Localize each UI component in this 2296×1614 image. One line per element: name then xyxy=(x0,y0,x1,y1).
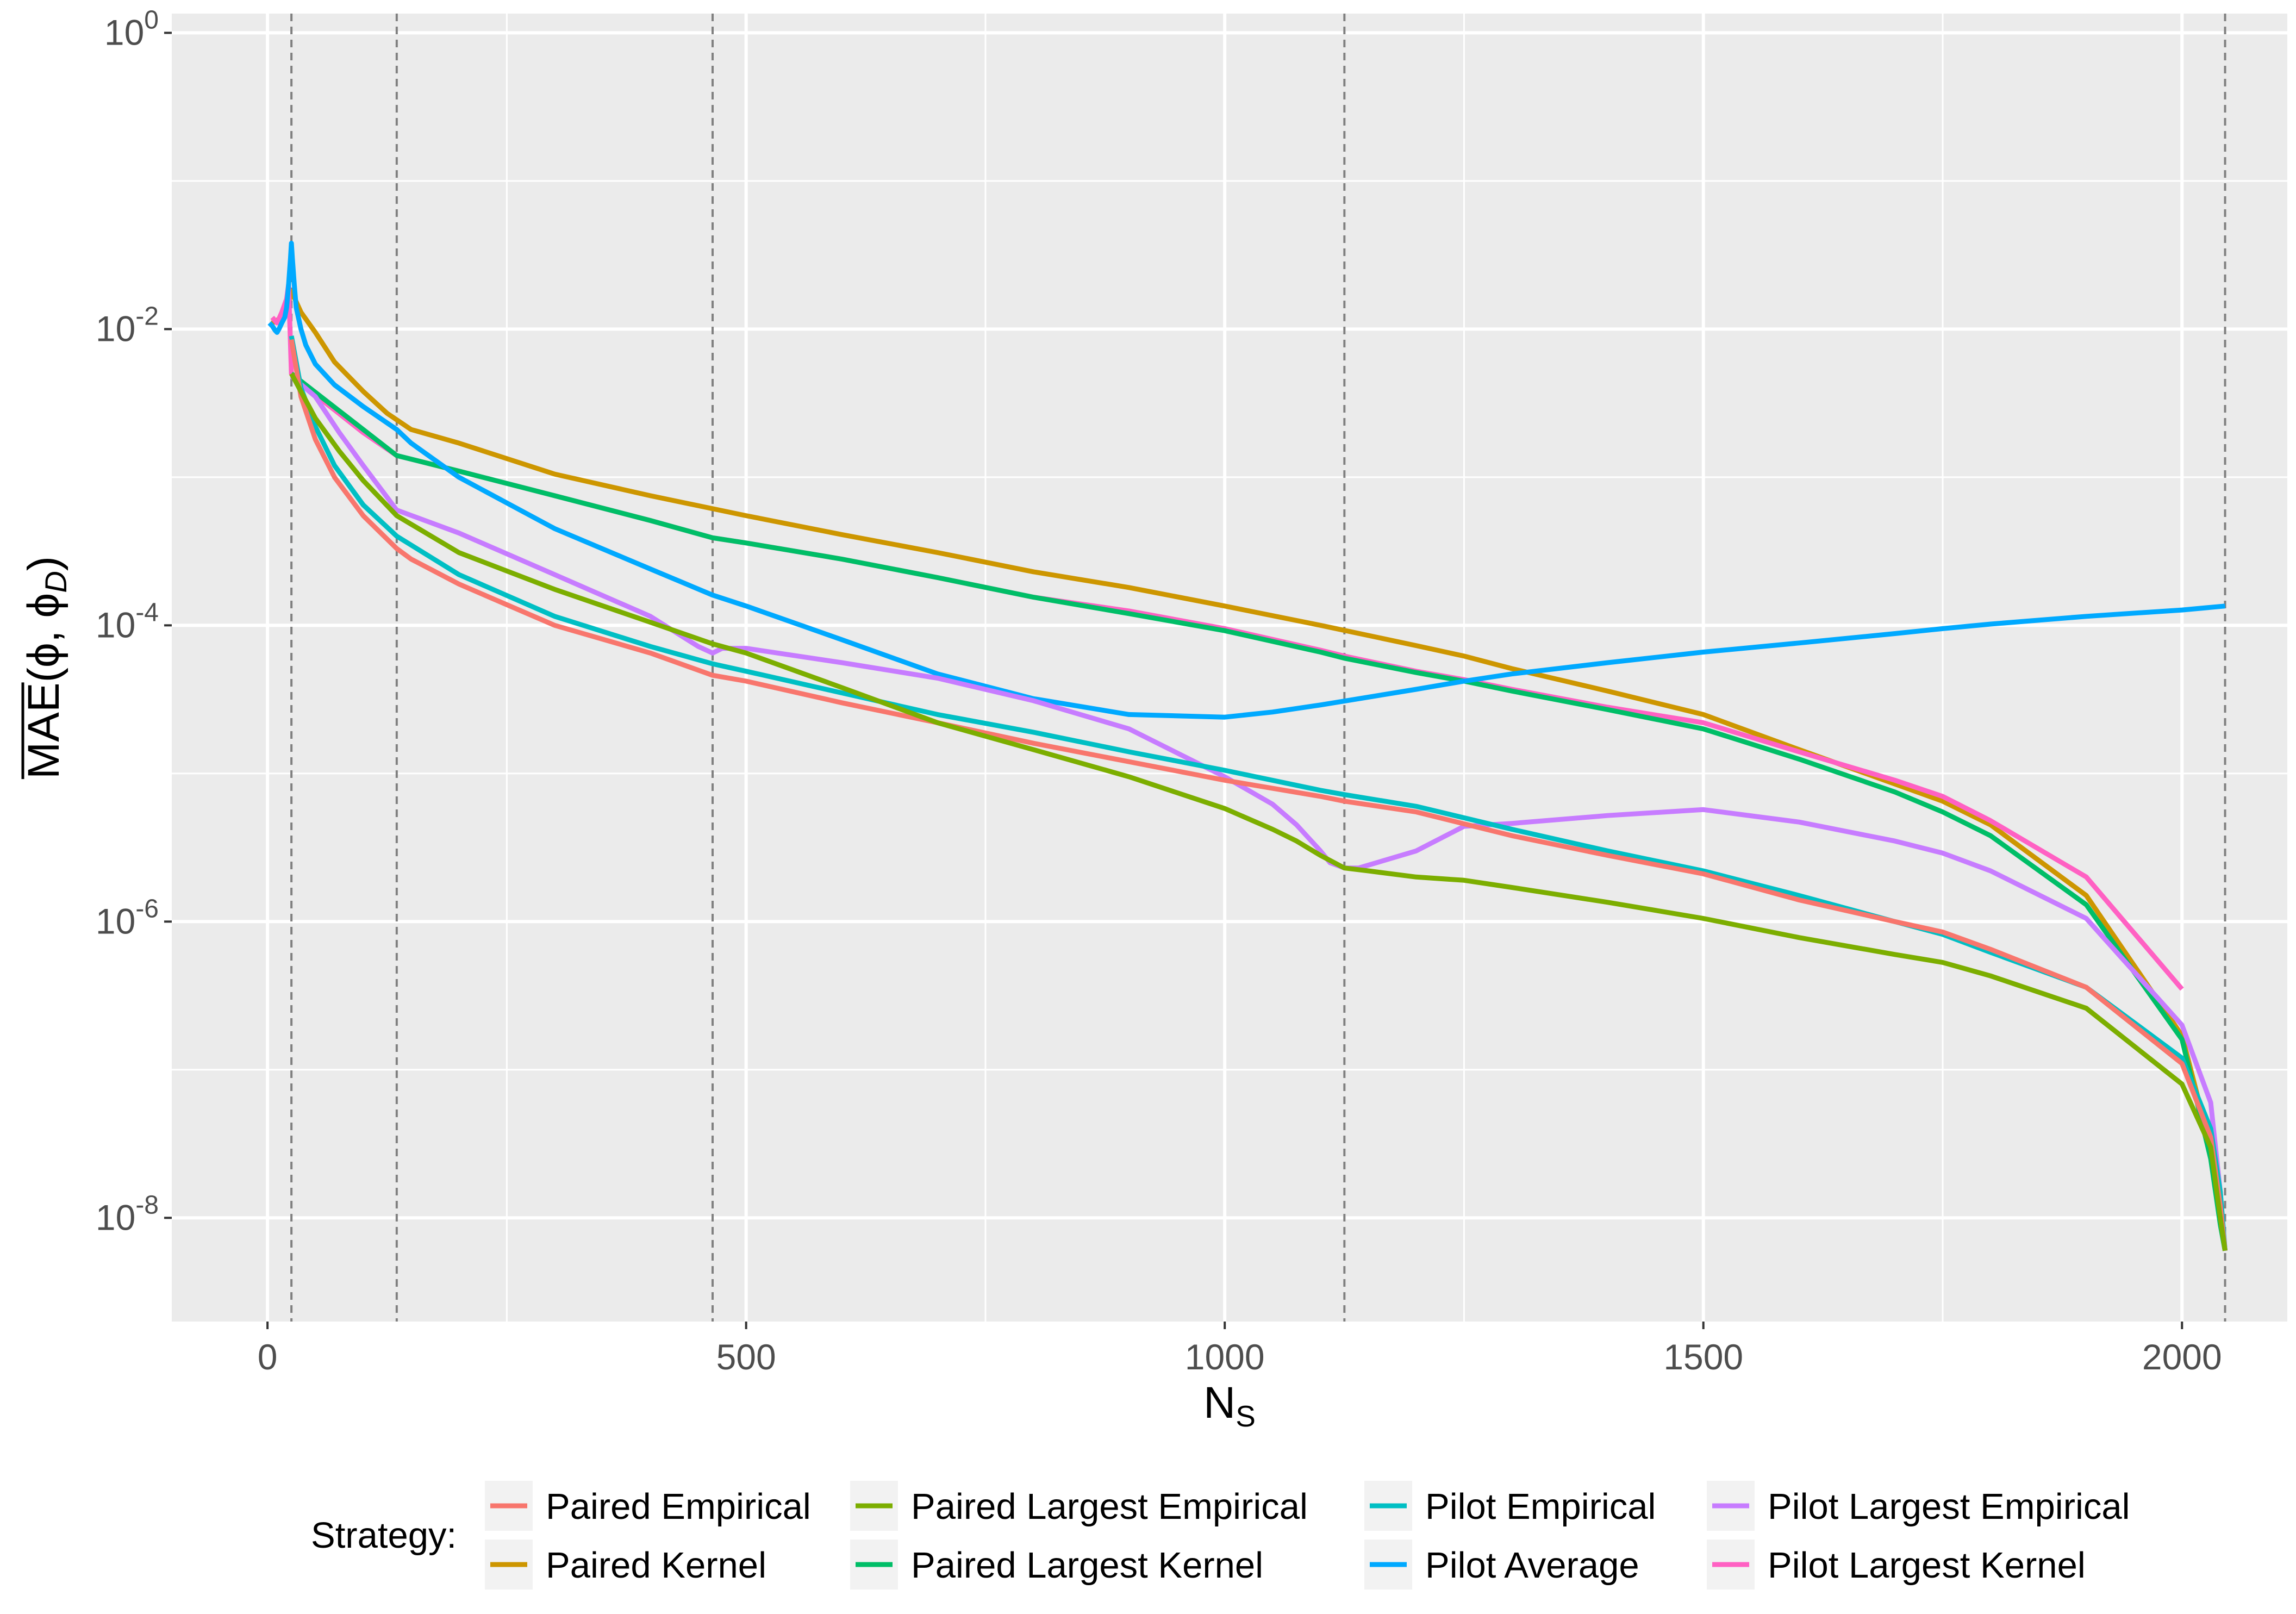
plot-panel xyxy=(172,14,2287,1322)
x-tick-label: 1000 xyxy=(1185,1337,1265,1377)
y-tick-label: 100 xyxy=(104,5,159,52)
x-tick-label: 0 xyxy=(258,1337,278,1377)
vertical-reference-lines xyxy=(290,14,2226,1322)
y-tick-label-base: 10 xyxy=(96,605,135,645)
legend-title: Strategy: xyxy=(311,1515,457,1556)
legend-label-pilot-largest-kernel: Pilot Largest Kernel xyxy=(1768,1545,2086,1586)
legend-label-paired-kernel: Paired Kernel xyxy=(546,1545,766,1586)
y-tick-label-base: 10 xyxy=(104,12,144,52)
x-axis-title: NS xyxy=(1203,1378,1256,1433)
legend-label-paired-largest-kernel: Paired Largest Kernel xyxy=(911,1545,1263,1586)
legend-label-paired-largest-empirical: Paired Largest Empirical xyxy=(911,1486,1308,1527)
x-tick-label: 1500 xyxy=(1663,1337,1743,1377)
y-axis-title-close: ) xyxy=(19,556,68,571)
y-tick-label-exponent: -4 xyxy=(135,598,159,627)
x-axis: 0 500 1000 1500 2000 xyxy=(258,1322,2222,1377)
y-tick-label-exponent: -8 xyxy=(135,1191,159,1219)
y-axis-title-phi: ϕ xyxy=(19,643,68,668)
y-tick-label-base: 10 xyxy=(96,1197,135,1237)
y-axis-title-sep: , xyxy=(19,618,68,643)
y-tick-label-exponent: 0 xyxy=(144,5,159,34)
y-tick-label: 10-4 xyxy=(96,598,159,645)
y-tick-label-exponent: -2 xyxy=(135,302,159,331)
x-tick-label: 2000 xyxy=(2142,1337,2222,1377)
y-tick-label: 10-8 xyxy=(96,1191,159,1237)
legend-label-pilot-average: Pilot Average xyxy=(1425,1545,1639,1586)
y-axis-title-mae: MAE xyxy=(19,682,68,779)
x-axis-title-subscript: S xyxy=(1236,1399,1256,1433)
legend: Strategy: Paired Empirical Paired Kernel P… xyxy=(311,1481,2130,1590)
y-tick-label-base: 10 xyxy=(96,901,135,941)
x-tick-label: 500 xyxy=(716,1337,776,1377)
series-pilot-empirical xyxy=(289,335,2228,1251)
y-tick-label: 10-2 xyxy=(96,302,159,348)
series-paired-empirical xyxy=(289,339,2228,1251)
series-paired-largest-empirical xyxy=(289,372,2228,1251)
y-tick-label: 10-6 xyxy=(96,894,159,941)
y-axis-title-open: ( xyxy=(19,668,68,682)
svg-text:MAE(ϕ, ϕD): MAE(ϕ, ϕD) xyxy=(19,556,73,779)
y-axis-title: MAE(ϕ, ϕD) xyxy=(19,556,73,780)
series-paired-kernel xyxy=(271,289,2228,1251)
series-pilot-largest-empirical xyxy=(290,374,2228,1251)
series-paired-largest-kernel xyxy=(290,371,2228,1251)
y-axis-title-sub: D xyxy=(39,571,73,593)
legend-label-pilot-empirical: Pilot Empirical xyxy=(1425,1486,1656,1527)
y-tick-label-base: 10 xyxy=(96,308,135,348)
series-layer xyxy=(267,240,2228,1251)
legend-label-paired-empirical: Paired Empirical xyxy=(546,1486,811,1527)
y-axis-title-phi-d: ϕ xyxy=(19,593,68,618)
legend-label-pilot-largest-empirical: Pilot Largest Empirical xyxy=(1768,1486,2130,1527)
grid-minor xyxy=(172,14,2287,1322)
grid-major xyxy=(172,14,2287,1322)
x-axis-title-main: N xyxy=(1203,1378,1236,1428)
series-pilot-average xyxy=(267,240,2225,720)
y-tick-label-exponent: -6 xyxy=(135,894,159,923)
